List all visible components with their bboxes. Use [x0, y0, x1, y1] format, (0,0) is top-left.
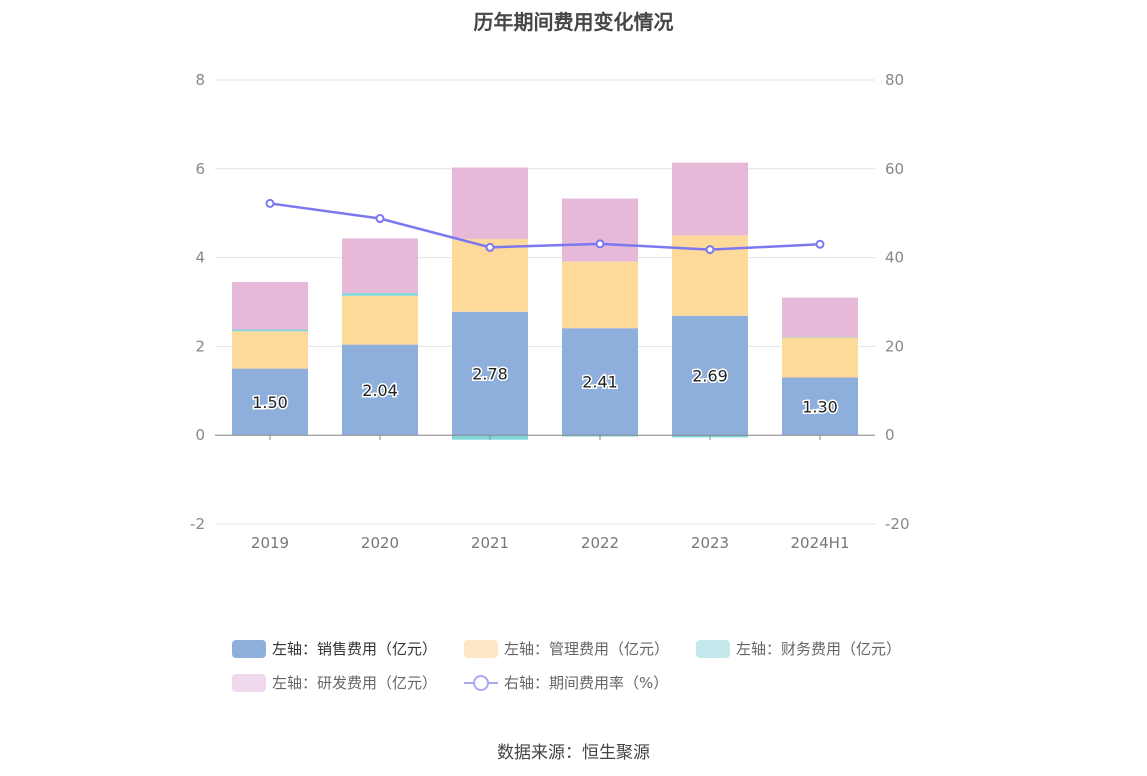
chart-plot: 8 80 6 60 4 40 2 20 0 0 -2 -20 2019 2020 2021 2022 2023 2… — [190, 71, 910, 552]
x-axis-tick-label: 2021 — [471, 534, 509, 552]
legend-label-admin: 左轴：管理费用（亿元） — [504, 640, 670, 658]
bar-segment — [562, 261, 638, 329]
data-label: 2.04 — [362, 381, 398, 400]
rate-point — [265, 198, 275, 208]
left-axis-tick-label: 4 — [195, 249, 205, 267]
right-axis-tick-label: 60 — [885, 160, 904, 178]
right-axis-tick-label: 80 — [885, 71, 904, 89]
right-axis-tick-label: 20 — [885, 337, 904, 355]
data-label: 1.50 — [252, 393, 288, 412]
right-axis-tick-label: -20 — [885, 515, 910, 533]
legend-swatch-admin — [464, 639, 498, 658]
bar-segment — [232, 282, 308, 330]
left-axis-tick-label: 6 — [195, 160, 205, 178]
x-axis-tick-label: 2019 — [251, 534, 289, 552]
legend-label-finance: 左轴：财务费用（亿元） — [736, 640, 902, 658]
left-axis-tick-label: -2 — [190, 515, 205, 533]
bar-segment — [342, 293, 418, 296]
left-axis-tick-label: 2 — [195, 337, 205, 355]
data-label: 2.41 — [582, 373, 618, 392]
data-label: 2.69 — [692, 366, 728, 385]
legend-item-rd[interactable]: 左轴：研发费用（亿元） — [232, 672, 437, 693]
x-axis-tick-label: 2022 — [581, 534, 619, 552]
rate-point — [595, 239, 605, 249]
bar-segment — [782, 337, 858, 338]
legend-label-rd: 左轴：研发费用（亿元） — [272, 674, 438, 692]
x-axis-tick-label: 2024H1 — [791, 534, 850, 552]
data-source: 数据来源：恒生聚源 — [497, 743, 650, 763]
bar-segment — [342, 295, 418, 345]
legend-label-sales: 左轴：销售费用（亿元） — [272, 640, 438, 658]
right-axis-tick-label: 40 — [885, 249, 904, 267]
legend-item-rate[interactable]: 右轴：期间费用率（%） — [464, 672, 668, 693]
legend-swatch-rd — [232, 673, 266, 692]
bar-segment — [232, 331, 308, 369]
bar-segment — [342, 238, 418, 294]
legend-label-rate: 右轴：期间费用率（%） — [504, 674, 669, 692]
bar-segment — [782, 337, 858, 378]
left-axis-tick-label: 8 — [195, 71, 205, 89]
legend-item-admin[interactable]: 左轴：管理费用（亿元） — [464, 638, 669, 659]
bar-segment — [232, 329, 308, 332]
left-axis-tick-label: 0 — [195, 426, 205, 444]
legend-swatch-finance — [696, 639, 730, 658]
bar-segment — [672, 315, 748, 436]
bar-segment — [452, 167, 528, 239]
rate-point — [485, 242, 495, 252]
bar-segment — [672, 162, 748, 236]
bar-segment — [342, 344, 418, 436]
chart-title: 历年期间费用变化情况 — [473, 10, 674, 34]
legend-item-finance[interactable]: 左轴：财务费用（亿元） — [696, 638, 901, 659]
data-label: 2.78 — [472, 364, 508, 383]
x-axis-tick-label: 2020 — [361, 534, 399, 552]
legend-line-marker-icon — [464, 674, 498, 692]
bar-segment — [562, 198, 638, 262]
bar-segment — [232, 368, 308, 436]
bar-segment — [452, 311, 528, 436]
bar-segment — [782, 297, 858, 338]
legend-item-sales[interactable]: 左轴：销售费用（亿元） — [232, 638, 437, 659]
data-label: 1.30 — [802, 397, 838, 416]
rate-point — [815, 239, 825, 249]
x-axis-tick-label: 2023 — [691, 534, 729, 552]
bar-segment — [562, 328, 638, 436]
right-axis-tick-label: 0 — [885, 426, 895, 444]
legend-swatch-sales — [232, 639, 266, 658]
rate-line — [269, 202, 821, 251]
rate-point — [705, 245, 715, 255]
bar-segment — [782, 377, 858, 436]
rate-point — [375, 214, 385, 224]
